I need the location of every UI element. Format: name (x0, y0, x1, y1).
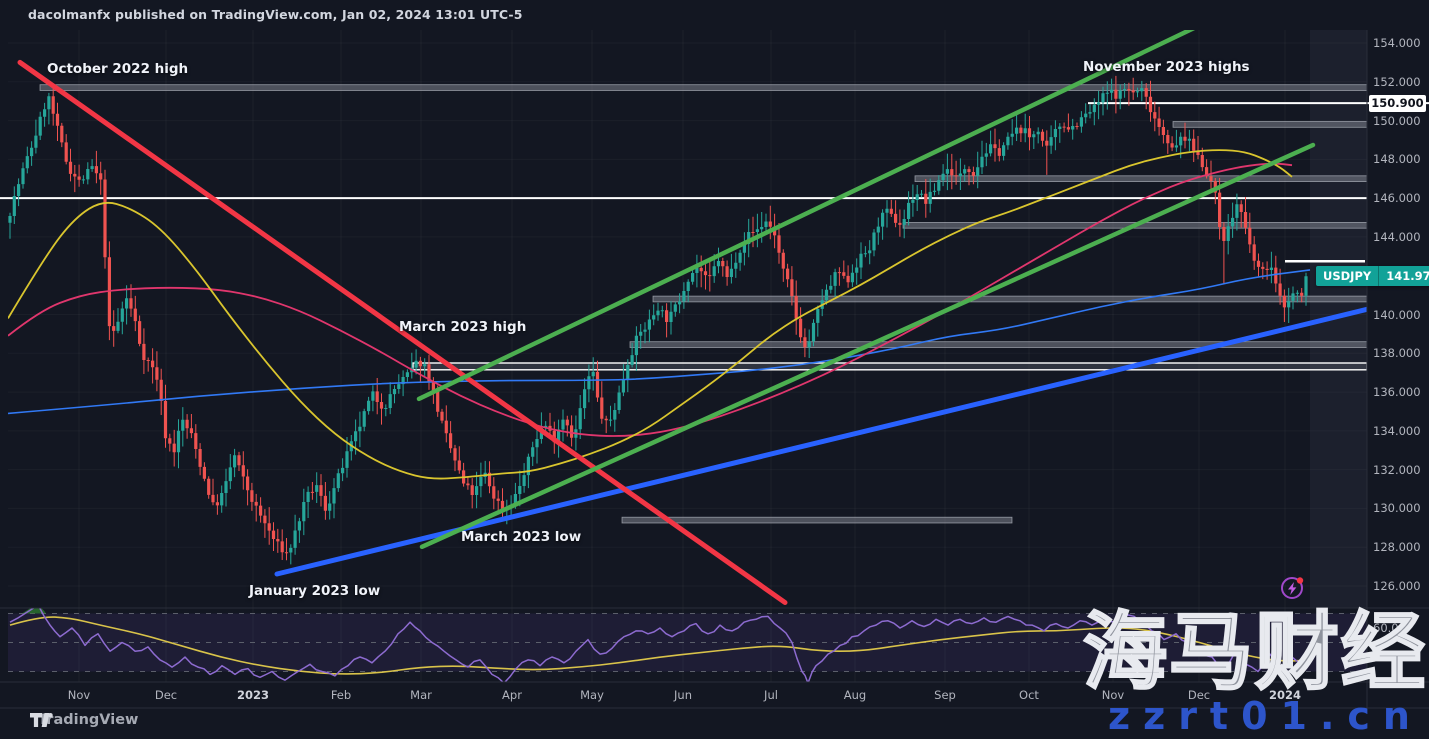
uptrend-blue (274, 306, 1367, 577)
time-tick: Mar (410, 688, 432, 702)
channel-green-lower (419, 142, 1316, 550)
ma-blue-slow (8, 269, 1311, 415)
downtrend-red (17, 59, 788, 605)
publish-attribution: dacolmanfx published on TradingView.com,… (28, 7, 523, 22)
price-tick: 154.000 (1373, 36, 1421, 50)
ma-pink-mid (8, 162, 1293, 437)
time-tick: Nov (67, 688, 91, 702)
time-tick: Aug (843, 688, 867, 702)
rsi-ma-line (9, 616, 1311, 675)
price-tick: 144.000 (1373, 229, 1421, 244)
rsi-tick: 40.00 (1373, 650, 1406, 664)
time-tick: Apr (502, 688, 522, 702)
flash-ideas-icon[interactable] (1279, 574, 1307, 602)
price-tick: 152.000 (1373, 74, 1421, 89)
time-tick: Dec (1187, 688, 1211, 702)
rsi-tick: 60.00 (1373, 621, 1406, 635)
time-tick: Sep (934, 688, 956, 702)
price-tick: 140.000 (1373, 307, 1421, 322)
time-tick: May (580, 688, 604, 702)
tradingview-footer-link[interactable]: TradingView (30, 712, 138, 728)
candlesticks (8, 75, 1308, 565)
price-flag-150900: 150.900 (1369, 94, 1426, 112)
symbol-name: USDJPY (1323, 269, 1372, 284)
time-tick: Nov (1101, 688, 1125, 702)
time-axis[interactable]: Nov Dec 2023 Feb Mar Apr May Jun Jul Aug Sep Oct Nov… (0, 682, 1367, 708)
price-tick: 134.000 (1373, 423, 1421, 438)
watermark-cjk: 海马财经 (1082, 603, 1427, 701)
price-tick: 150.000 (1373, 113, 1421, 128)
ma-yellow-fast (8, 149, 1293, 480)
time-tick: Jul (764, 688, 778, 702)
rsi-line (9, 608, 1311, 682)
moving-averages (8, 149, 1311, 480)
time-tick: 2024 (1268, 688, 1302, 702)
price-tick: 130.000 (1373, 501, 1421, 516)
price-axis[interactable]: 154.000 152.000 150.000 148.000 146.000 144.0… (1367, 30, 1429, 708)
symbol-price-label: USDJPY 141.970 (1316, 266, 1429, 287)
time-tick: Feb (330, 688, 352, 702)
time-tick: Jun (674, 688, 692, 702)
tradingview-brand-text: TradingView (38, 712, 139, 728)
time-tick: Oct (1019, 688, 1039, 702)
up-candle-wicks (9, 78, 1307, 565)
price-tick: 126.000 (1373, 579, 1421, 593)
watermark-url: zzrt01.cn (1107, 694, 1423, 738)
time-tick: Dec (154, 688, 178, 702)
price-tick: 128.000 (1373, 540, 1421, 555)
trendlines[interactable] (17, 24, 1368, 605)
time-tick: 2023 (236, 688, 270, 702)
rsi-panel (8, 608, 1367, 682)
price-tick: 138.000 (1373, 346, 1421, 361)
channel-green-upper (416, 30, 1196, 402)
down-candle-bodies (51, 88, 1304, 554)
down-candle-wicks (52, 75, 1303, 561)
panel-separators (0, 30, 1429, 709)
price-tick: 146.000 (1373, 191, 1421, 206)
price-tick: 132.000 (1373, 462, 1421, 477)
price-tick: 136.000 (1373, 385, 1421, 400)
symbol-last-price: 141.970 (1378, 266, 1429, 287)
grid-layer (0, 30, 1429, 682)
price-tick: 148.000 (1373, 152, 1421, 167)
